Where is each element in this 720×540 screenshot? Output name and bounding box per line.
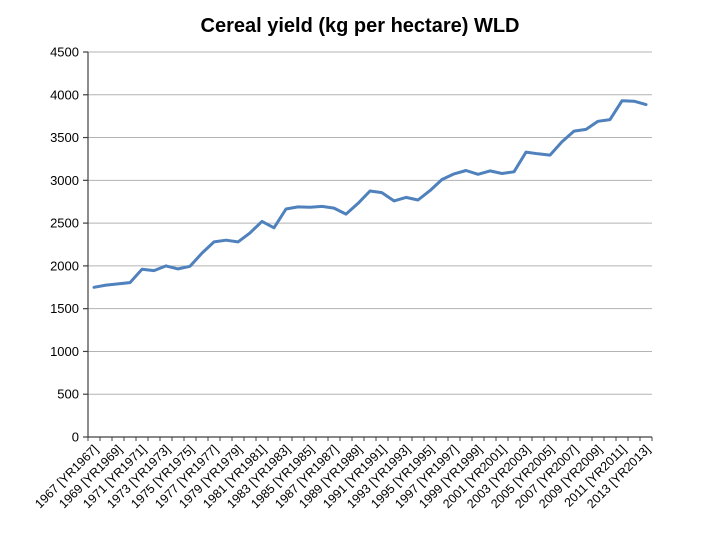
y-axis-tick-label: 0 bbox=[72, 430, 79, 445]
data-series-line bbox=[92, 99, 648, 289]
y-axis-tick-label: 2500 bbox=[50, 216, 79, 231]
y-axis-tick-label: 500 bbox=[57, 387, 79, 402]
y-axis-tick-label: 4500 bbox=[50, 45, 79, 60]
y-axis-tick-label: 3500 bbox=[50, 130, 79, 145]
y-axis-tick-label: 1000 bbox=[50, 344, 79, 359]
y-axis-tick-label: 2000 bbox=[50, 258, 79, 273]
chart-title: Cereal yield (kg per hectare) WLD bbox=[200, 15, 520, 37]
y-axis-tick-label: 4000 bbox=[50, 87, 79, 102]
y-axis-tick-label: 1500 bbox=[50, 301, 79, 316]
y-axis-tick-label: 3000 bbox=[50, 173, 79, 188]
